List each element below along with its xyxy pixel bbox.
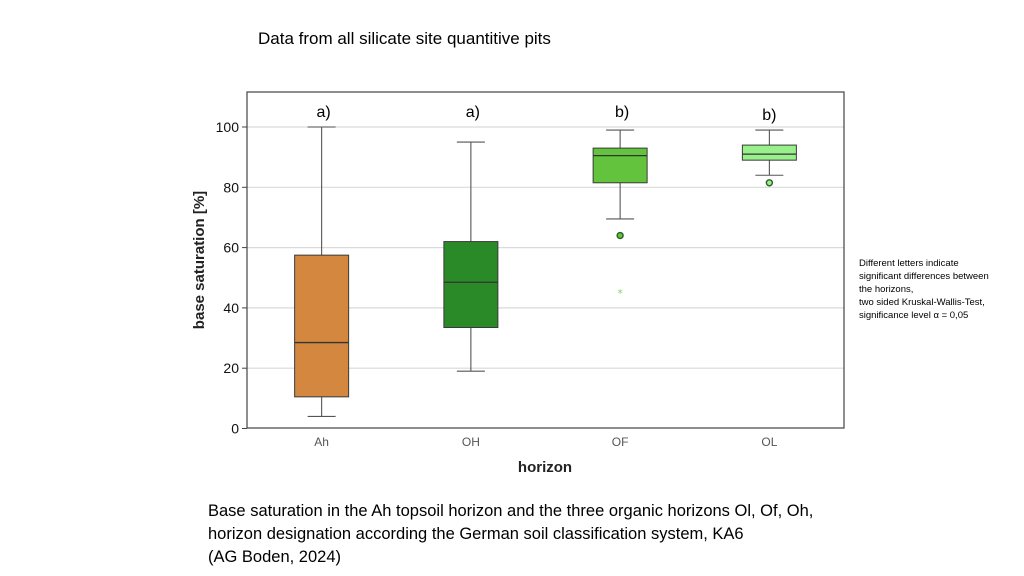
figure-caption: Base saturation in the Ah topsoil horizo… — [208, 500, 813, 569]
plot-frame — [246, 91, 845, 429]
box-series: a) a) * b) b) — [294, 104, 797, 417]
x-axis-title: horizon — [518, 459, 572, 476]
y-tick-label: 40 — [223, 300, 239, 316]
note-line: the horizons, — [859, 284, 914, 295]
y-tick-label: 100 — [216, 119, 240, 135]
slide-title: Data from all silicate site quantitive p… — [258, 29, 551, 48]
x-tick-label: OH — [462, 435, 480, 449]
box-iqr — [294, 254, 350, 398]
box-iqr — [443, 241, 499, 328]
grid-lines — [247, 126, 844, 369]
x-tick-label: OL — [761, 435, 777, 449]
y-tick-label: 20 — [223, 360, 239, 376]
outlier-point — [616, 231, 624, 240]
significance-letter: a) — [466, 104, 480, 121]
caption-line: (AG Boden, 2024) — [208, 548, 341, 566]
significance-letter: b) — [762, 107, 776, 124]
box-iqr — [592, 147, 648, 184]
extreme-point: * — [617, 287, 623, 300]
outlier-point — [765, 179, 774, 187]
axis-ticks: 0 20 40 60 80 100 Ah OH OF OL — [216, 119, 778, 449]
box-of: * — [592, 129, 648, 300]
box-iqr — [741, 144, 797, 161]
y-tick-label: 60 — [223, 240, 239, 256]
caption-line: horizon designation according the German… — [208, 525, 744, 543]
note-line: two sided Kruskal-Wallis-Test, — [859, 297, 985, 308]
significance-letter: a) — [317, 104, 331, 121]
x-tick-label: Ah — [314, 435, 329, 449]
note-line: Different letters indicate — [859, 258, 959, 269]
note-line: significance level α = 0,05 — [859, 310, 969, 321]
box-oh — [443, 141, 499, 372]
y-tick-label: 80 — [223, 179, 239, 195]
significance-letter: b) — [615, 104, 629, 121]
note-line: significant differences between — [859, 271, 989, 282]
box-ol — [741, 129, 797, 187]
significance-note: Different letters indicate significant d… — [859, 257, 1019, 322]
box-ah — [294, 126, 350, 417]
caption-line: Base saturation in the Ah topsoil horizo… — [208, 502, 814, 520]
y-tick-label: 0 — [231, 421, 239, 437]
x-tick-label: OF — [612, 435, 629, 449]
y-axis-title: base saturation [%] — [191, 191, 208, 329]
